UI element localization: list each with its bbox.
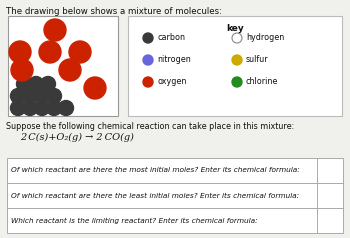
Text: sulfur: sulfur (246, 55, 269, 64)
Text: carbon: carbon (157, 34, 185, 43)
Circle shape (44, 19, 66, 41)
Text: The drawing below shows a mixture of molecules:: The drawing below shows a mixture of mol… (6, 7, 222, 16)
Circle shape (58, 100, 74, 115)
Text: Suppose the following chemical reaction can take place in this mixture:: Suppose the following chemical reaction … (6, 122, 294, 131)
Circle shape (84, 77, 106, 99)
Circle shape (59, 59, 81, 81)
Circle shape (69, 41, 91, 63)
Circle shape (39, 41, 61, 63)
Circle shape (47, 100, 62, 115)
Bar (8, 16, 118, 116)
Bar (128, 16, 342, 116)
Text: key: key (226, 24, 244, 33)
Circle shape (232, 55, 242, 65)
Circle shape (143, 33, 153, 43)
Text: 2 C(s)+O₂(g) → 2 CO(g): 2 C(s)+O₂(g) → 2 CO(g) (20, 133, 134, 142)
Circle shape (22, 89, 37, 104)
Text: Of which reactant are there the most initial moles? Enter its chemical formula:: Of which reactant are there the most ini… (11, 168, 300, 174)
Circle shape (35, 89, 49, 104)
Bar (7, 208, 343, 233)
Text: hydrogen: hydrogen (246, 34, 284, 43)
Circle shape (16, 76, 32, 91)
Bar (7, 158, 343, 183)
Circle shape (232, 33, 242, 43)
Circle shape (28, 76, 43, 91)
Text: Of which reactant are there the least initial moles? Enter its chemical formula:: Of which reactant are there the least in… (11, 193, 299, 198)
Circle shape (11, 59, 33, 81)
Text: nitrogen: nitrogen (157, 55, 191, 64)
Circle shape (47, 89, 62, 104)
Circle shape (143, 55, 153, 65)
Circle shape (9, 41, 31, 63)
Circle shape (143, 77, 153, 87)
Circle shape (10, 89, 26, 104)
Text: Which reactant is the limiting reactant? Enter its chemical formula:: Which reactant is the limiting reactant?… (11, 218, 258, 223)
Circle shape (35, 100, 49, 115)
Text: chlorine: chlorine (246, 78, 278, 86)
Circle shape (22, 100, 37, 115)
Bar (7, 183, 343, 208)
Circle shape (41, 76, 56, 91)
Text: oxygen: oxygen (157, 78, 186, 86)
Circle shape (232, 77, 242, 87)
Circle shape (10, 100, 26, 115)
